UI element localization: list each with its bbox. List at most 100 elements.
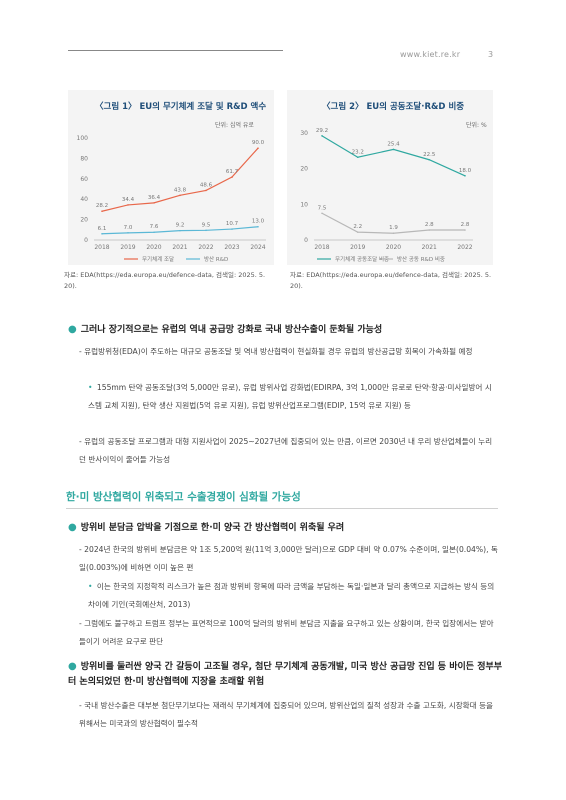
y-tick-label: 100 bbox=[77, 135, 89, 142]
bullet-2: ● 방위비 분담금 압박을 기점으로 한·미 양국 간 방산협력이 위축될 우려 bbox=[68, 520, 508, 536]
x-tick-label: 2021 bbox=[422, 244, 437, 251]
data-label: 7.5 bbox=[318, 205, 327, 211]
figure-1-title: 〈그림 1〉 EU의 무기체계 조달 및 R&D 액수 bbox=[95, 102, 267, 112]
y-tick-label: 60 bbox=[80, 176, 88, 183]
x-tick-label: 2018 bbox=[314, 244, 329, 251]
sub-bullet-2: - 유럽의 공동조달 프로그램과 대형 지원사업이 2025~2027년에 집중… bbox=[79, 437, 493, 464]
data-label: 36.4 bbox=[148, 195, 161, 201]
y-tick-label: 20 bbox=[80, 217, 88, 224]
data-point bbox=[356, 156, 359, 159]
data-label: 7.6 bbox=[150, 224, 159, 230]
data-label: 13.0 bbox=[252, 219, 265, 225]
data-point bbox=[321, 212, 323, 215]
figure-1-panel bbox=[68, 90, 274, 265]
legend-label: 무기체계 공동조달 비중 bbox=[335, 255, 389, 263]
y-tick-label: 40 bbox=[80, 196, 88, 203]
detail-bullet-1-text: 155mm 탄약 공동조달(3억 5,000만 유로), 유럽 방위사업 강화법… bbox=[88, 383, 492, 410]
sub-bullet-1: - 유럽방위청(EDA)이 주도하는 대규모 공동조달 및 역내 방산협력이 현… bbox=[79, 347, 473, 356]
data-point bbox=[464, 229, 466, 231]
data-label: 10.7 bbox=[226, 221, 239, 227]
data-point bbox=[205, 229, 207, 232]
figure-1-unit: 단위: 십억 유로 bbox=[215, 122, 254, 129]
bullet-dot-icon: ● bbox=[68, 324, 77, 335]
figure-1-source: 자료: EDA(https://eda.europa.eu/defence-da… bbox=[64, 271, 266, 290]
figure-2-source: 자료: EDA(https://eda.europa.eu/defence-da… bbox=[290, 271, 492, 290]
figure-1-chart: 0 20 40 60 80 100 2018 2019 2020 2021 2022 2023 2024… bbox=[77, 135, 266, 263]
data-point bbox=[101, 232, 103, 235]
x-tick-label: 2019 bbox=[120, 244, 135, 251]
data-label: 23.2 bbox=[352, 149, 364, 155]
x-tick-label: 2021 bbox=[172, 244, 187, 251]
data-label: 1.9 bbox=[389, 225, 398, 231]
data-label: 90.0 bbox=[252, 140, 265, 146]
data-point bbox=[392, 148, 395, 151]
data-point bbox=[231, 228, 233, 230]
y-tick-label: 80 bbox=[80, 155, 88, 162]
detail-bullet-1: • 155mm 탄약 공동조달(3억 5,000만 유로), 유럽 방위사업 강… bbox=[88, 379, 498, 415]
bullet-3: ● 방위비를 둘러싼 양국 간 갈등이 고조될 경우, 첨단 무기체계 공동개발,… bbox=[68, 659, 508, 690]
x-tick-label: 2023 bbox=[224, 244, 239, 251]
data-point bbox=[205, 189, 207, 192]
data-point bbox=[392, 232, 395, 235]
data-point bbox=[101, 210, 103, 213]
data-label: 2.2 bbox=[353, 224, 362, 230]
bullet-2-text: 방위비 분담금 압박을 기점으로 한·미 양국 간 방산협력이 위축될 우려 bbox=[80, 523, 345, 533]
data-label: 48.6 bbox=[200, 182, 213, 188]
data-point bbox=[257, 225, 259, 228]
legend-label: 방산 공동 R&D 비중 bbox=[397, 255, 445, 263]
site-url[interactable]: www.kiet.re.kr bbox=[400, 50, 461, 59]
figure-2-unit: 단위: % bbox=[466, 122, 487, 129]
data-label: 22.5 bbox=[423, 152, 436, 158]
x-tick-label: 2022 bbox=[457, 244, 472, 251]
data-label: 25.4 bbox=[387, 141, 400, 147]
bullet-dot-icon: ● bbox=[68, 661, 77, 672]
bullet-3-text: 방위비를 둘러싼 양국 간 갈등이 고조될 경우, 첨단 무기체계 공동개발, … bbox=[68, 662, 503, 687]
x-tick-label: 2022 bbox=[198, 244, 213, 251]
data-point bbox=[179, 229, 181, 232]
figure-2-panel bbox=[287, 90, 493, 265]
data-label: 7.0 bbox=[124, 225, 133, 231]
legend-label: 방산 R&D bbox=[204, 255, 228, 263]
data-point bbox=[231, 176, 233, 178]
bullet-1: ● 그러나 장기적으로는 유럽의 역내 공급망 강화로 국내 방산수출이 둔화될 … bbox=[68, 322, 508, 338]
data-label: 2.8 bbox=[461, 222, 470, 228]
figure-2-chart: 0 10 20 30 2018 2019 2020 2021 2022 29.2 23.2 25.4 2… bbox=[300, 128, 473, 263]
data-label: 6.1 bbox=[98, 226, 107, 232]
data-point bbox=[464, 175, 466, 177]
data-label: 29.2 bbox=[316, 128, 328, 134]
x-tick-label: 2020 bbox=[386, 244, 401, 251]
data-point bbox=[153, 202, 155, 204]
bullet-1-text: 그러나 장기적으로는 유럽의 역내 공급망 강화로 국내 방산수출이 둔화될 가… bbox=[80, 325, 383, 335]
data-point bbox=[179, 194, 181, 197]
section-rule bbox=[66, 508, 498, 509]
data-label: 34.4 bbox=[122, 197, 135, 203]
y-tick-label: 20 bbox=[300, 166, 308, 173]
data-label: 43.8 bbox=[174, 187, 187, 193]
y-tick-label: 10 bbox=[300, 201, 308, 208]
figure-2-title: 〈그림 2〉 EU의 공동조달·R&D 비중 bbox=[322, 102, 465, 112]
x-tick-label: 2018 bbox=[94, 244, 109, 251]
data-point bbox=[257, 147, 259, 149]
legend-label: 무기체계 조달 bbox=[142, 255, 174, 263]
x-tick-label: 2024 bbox=[250, 244, 265, 251]
detail-bullet-2-text: 이는 한국의 지정학적 리스크가 높은 점과 방위비 항목에 따라 금액을 부담… bbox=[88, 582, 495, 609]
data-label: 2.8 bbox=[425, 222, 434, 228]
bullet-dot-icon: • bbox=[88, 383, 93, 392]
sub-bullet-3: - 2024년 한국의 방위비 분담금은 약 1조 5,200억 원(11억 3… bbox=[79, 545, 498, 572]
x-tick-label: 2020 bbox=[146, 244, 161, 251]
data-label: 18.0 bbox=[459, 168, 472, 174]
bullet-dot-icon: ● bbox=[68, 522, 77, 533]
y-tick-label: 30 bbox=[300, 130, 308, 137]
header-rule bbox=[68, 50, 283, 51]
data-label: 28.2 bbox=[96, 203, 108, 209]
data-label: 9.2 bbox=[176, 223, 185, 229]
y-tick-label: 0 bbox=[84, 237, 88, 244]
section-heading: 한·미 방산협력이 위축되고 수출경쟁이 심화될 가능성 bbox=[66, 491, 301, 503]
y-tick-label: 0 bbox=[304, 237, 308, 244]
sub-bullet-5: - 국내 방산수출은 대부분 첨단무기보다는 재래식 무기체계에 집중되어 있으… bbox=[79, 701, 494, 728]
data-point bbox=[127, 232, 129, 234]
data-point bbox=[127, 204, 129, 206]
data-label: 61.7 bbox=[226, 169, 239, 175]
data-point bbox=[321, 135, 323, 137]
bullet-dot-icon: • bbox=[88, 582, 93, 591]
